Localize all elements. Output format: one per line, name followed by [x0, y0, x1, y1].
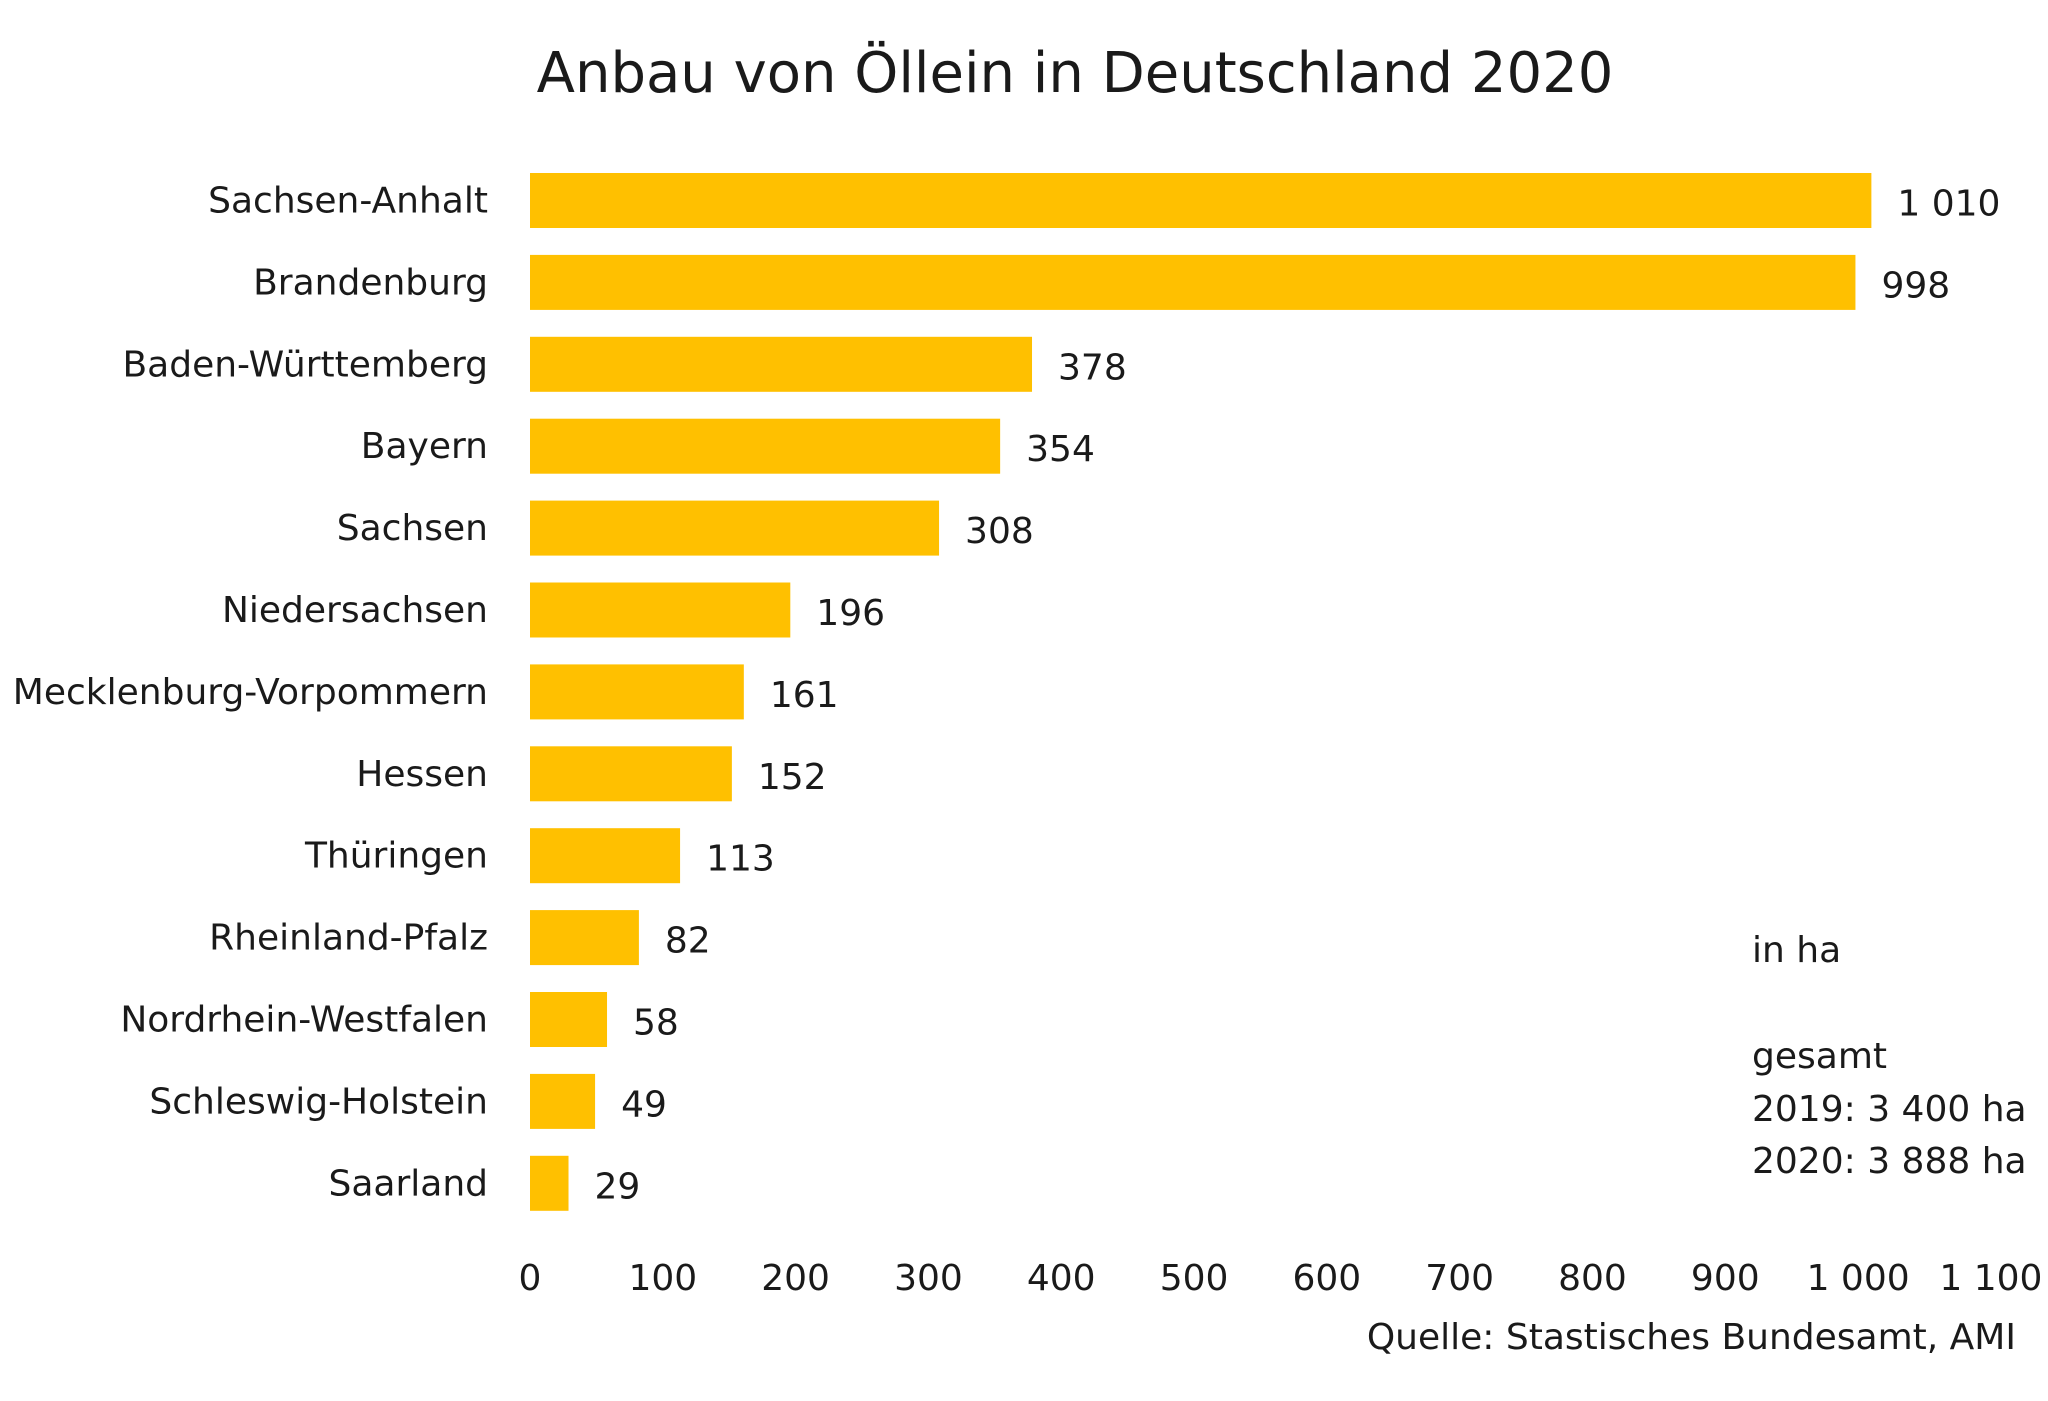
x-tick-label: 1 000: [1807, 1258, 1910, 1299]
x-tick-label: 200: [761, 1258, 830, 1299]
category-label: Niedersachsen: [222, 590, 488, 631]
bar-nordrhein-westfalen: [530, 992, 608, 1047]
value-label: 998: [1881, 265, 1950, 306]
value-label: 58: [633, 1003, 679, 1044]
category-label: Saarland: [328, 1163, 488, 1204]
bar-saarland: [530, 1155, 569, 1211]
category-label: Brandenburg: [253, 262, 488, 303]
bar-schleswig-holstein: [530, 1073, 596, 1129]
x-tick-label: 500: [1160, 1258, 1229, 1299]
total-heading: gesamt: [1752, 1036, 1887, 1077]
category-label: Nordrhein-Westfalen: [120, 1000, 488, 1041]
x-tick-label: 1 100: [1939, 1258, 2042, 1299]
value-label: 49: [621, 1084, 667, 1125]
value-label: 161: [770, 675, 839, 716]
category-label: Sachsen: [337, 508, 488, 549]
x-tick-label: 400: [1027, 1258, 1096, 1299]
category-label: Rheinland-Pfalz: [209, 918, 488, 959]
category-label: Baden-Württemberg: [122, 344, 488, 385]
value-label: 1 010: [1897, 184, 2000, 225]
value-label: 29: [595, 1166, 641, 1207]
bar-bayern: [530, 418, 1001, 474]
value-label: 152: [758, 757, 827, 798]
value-label: 354: [1026, 429, 1095, 470]
x-tick-label: 800: [1558, 1258, 1627, 1299]
value-label: 113: [706, 839, 775, 880]
chart-title: Anbau von Öllein in Deutschland 2020: [537, 41, 1614, 106]
x-tick-label: 300: [894, 1258, 963, 1299]
x-tick-label: 900: [1691, 1258, 1760, 1299]
bar-hessen: [530, 746, 732, 802]
x-tick-label: 600: [1293, 1258, 1362, 1299]
x-tick-label: 700: [1425, 1258, 1494, 1299]
value-label: 82: [665, 921, 711, 962]
category-label: Mecklenburg-Vorpommern: [13, 672, 488, 713]
x-axis-ticks-group: 0 100 200 300 400 500 600 700 800 900 1 000 1 100: [519, 1258, 2043, 1299]
total-2019: 2019: 3 400 ha: [1752, 1089, 2027, 1130]
category-label: Schleswig-Holstein: [149, 1081, 488, 1122]
source-note: Quelle: Stastisches Bundesamt, AMI: [1367, 1317, 2016, 1358]
bar-baden-württemberg: [530, 336, 1033, 392]
category-labels-group: Sachsen-Anhalt Brandenburg Baden-Württembe…: [13, 181, 488, 1205]
bar-mecklenburg-vorpommern: [530, 664, 744, 720]
unit-note: in ha: [1752, 930, 1841, 971]
category-label: Thüringen: [304, 836, 488, 877]
bar-brandenburg: [530, 254, 1856, 310]
value-labels-group: 1 010 998 378 354 308 196 161 152 113 82 58 49 29: [595, 184, 2001, 1208]
category-label: Hessen: [356, 754, 488, 795]
total-2020: 2020: 3 888 ha: [1752, 1141, 2027, 1182]
bar-sachsen-anhalt: [530, 173, 1872, 228]
value-label: 196: [816, 593, 885, 634]
x-tick-label: 100: [628, 1258, 697, 1299]
x-tick-label: 0: [519, 1258, 542, 1299]
bar-thüringen: [530, 828, 681, 884]
category-label: Sachsen-Anhalt: [208, 181, 488, 222]
category-label: Bayern: [361, 426, 488, 467]
value-label: 308: [965, 511, 1034, 552]
bars-group: [530, 173, 1872, 1211]
bar-sachsen: [530, 500, 940, 556]
bar-rheinland-pfalz: [530, 910, 639, 966]
value-label: 378: [1058, 347, 1127, 388]
bar-niedersachsen: [530, 582, 791, 638]
